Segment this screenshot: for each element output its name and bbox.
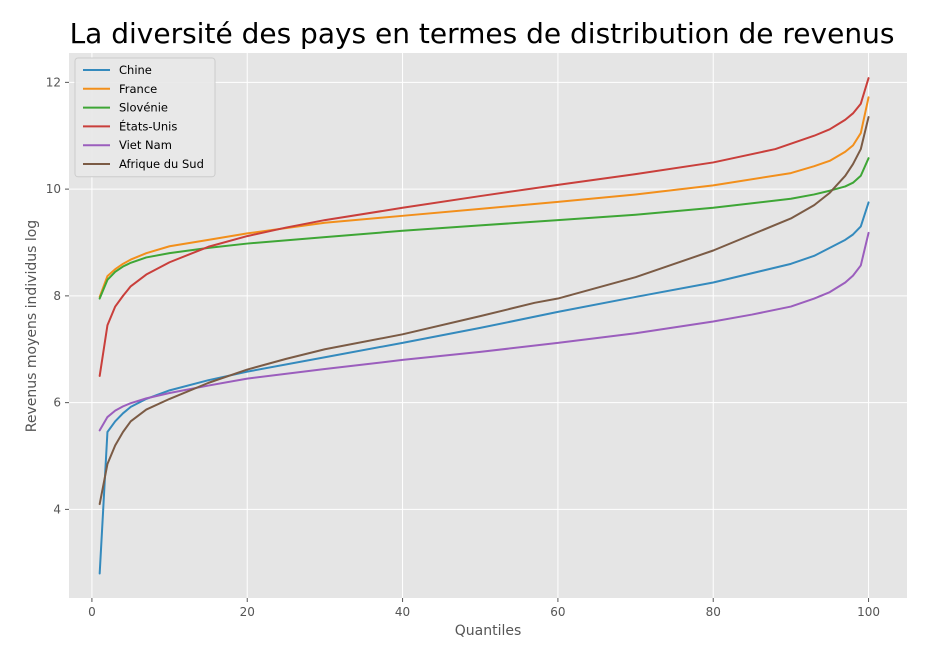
y-tick-label: 6	[53, 396, 61, 410]
x-axis-ticks: 0 20 40 60 80 100	[88, 598, 880, 619]
y-axis-ticks: 4 6 8 10 12	[46, 75, 69, 516]
y-tick-label: 12	[46, 75, 61, 89]
series-lines	[98, 77, 870, 575]
x-tick-label: 100	[857, 605, 880, 619]
series-line-france	[98, 96, 870, 298]
chart-title: La diversité des pays en termes de distr…	[70, 17, 895, 50]
legend: Chine France Slovénie États-Unis Viet Nam Afr…	[74, 57, 216, 178]
y-tick-label: 8	[53, 289, 61, 303]
series-line-chine	[98, 201, 870, 575]
legend-label: Chine	[119, 63, 152, 77]
series-line-etats-unis	[98, 77, 870, 377]
legend-box	[74, 57, 216, 178]
x-tick-label: 20	[240, 605, 255, 619]
legend-label: Slovénie	[119, 101, 168, 115]
series-line-viet-nam	[98, 231, 870, 432]
legend-label: France	[119, 82, 157, 96]
series-line-afrique-du-sud	[98, 116, 870, 506]
legend-label: Afrique du Sud	[119, 157, 204, 171]
series-line-slovenie	[98, 157, 870, 300]
x-tick-label: 40	[395, 605, 410, 619]
x-tick-label: 60	[550, 605, 565, 619]
grid-lines	[69, 53, 907, 598]
x-tick-label: 80	[706, 605, 721, 619]
y-axis-label: Revenus moyens individus log	[24, 220, 40, 432]
legend-label: Viet Nam	[119, 138, 172, 152]
x-tick-label: 0	[88, 605, 96, 619]
y-tick-label: 4	[53, 502, 61, 516]
legend-label: États-Unis	[119, 118, 177, 133]
x-axis-label: Quantiles	[455, 623, 522, 639]
y-tick-label: 10	[46, 182, 61, 196]
